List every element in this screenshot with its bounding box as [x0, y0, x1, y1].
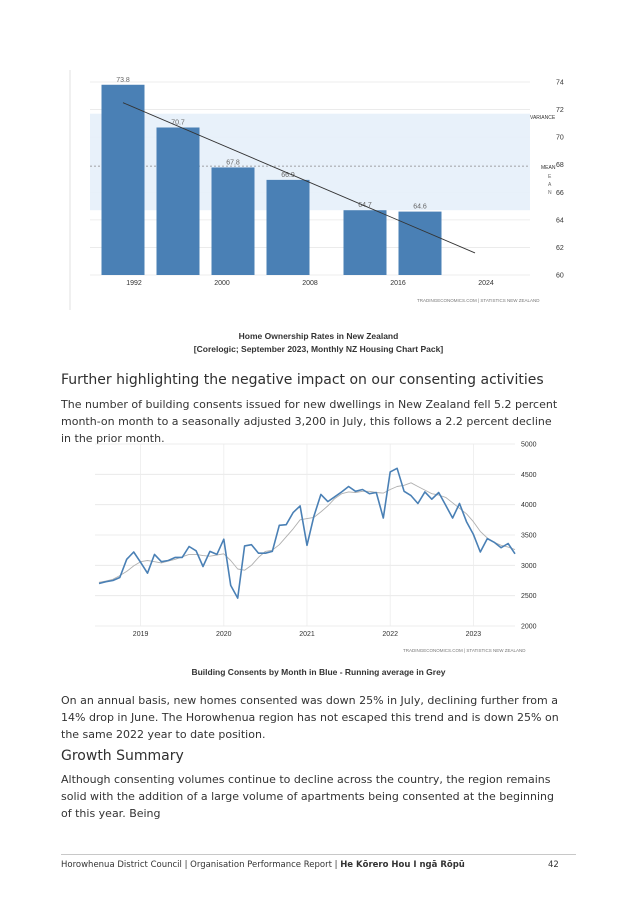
y-tick-label: 66	[556, 190, 564, 197]
y-tick-label: 62	[556, 245, 564, 252]
chart1-caption-source: [Corelogic; September 2023, Monthly NZ H…	[193, 344, 444, 354]
paragraph-growth-summary: Although consenting volumes continue to …	[61, 773, 554, 820]
x-tick-label: 2020	[216, 631, 232, 638]
x-tick-label: 2021	[299, 631, 315, 638]
y-tick-label: 64	[556, 217, 564, 224]
consents-series-line	[98, 467, 516, 599]
trend-line	[122, 102, 476, 254]
footer-text: Horowhenua District Council | Organisati…	[61, 860, 341, 870]
y-tick-label: 68	[556, 162, 564, 169]
bar	[101, 84, 145, 275]
section-heading-growth-summary: Growth Summary	[61, 748, 184, 764]
y-tick-label: 2500	[521, 593, 537, 600]
chart-source: TRADINGECONOMICS.COM | STATISTICS NEW ZE…	[403, 648, 526, 653]
chart-source: TRADINGECONOMICS.COM | STATISTICS NEW ZE…	[417, 298, 540, 303]
x-tick-label: 2022	[382, 631, 398, 638]
paragraph-consents-intro: The number of building consents issued f…	[61, 398, 558, 445]
x-tick-label: 2019	[133, 631, 149, 638]
chart2-caption: Building Consents by Month in Blue - Run…	[191, 667, 446, 677]
y-tick-label: 4000	[521, 502, 537, 509]
bar-value-label: 73.8	[116, 77, 130, 84]
variance-band	[90, 113, 530, 211]
page-footer: Horowhenua District Council | Organisati…	[61, 860, 465, 870]
building-consents-chart: 5000 4500 4000 3500 3000 2500 2000 2019 2020 202…	[95, 442, 537, 653]
section-heading-consenting: Further highlighting the negative impact…	[61, 372, 544, 388]
x-tick-label: 2016	[390, 280, 406, 287]
y-tick-label: 60	[556, 273, 564, 280]
y-tick-label: 2000	[521, 624, 537, 631]
x-tick-label: 2023	[466, 631, 482, 638]
y-tick-label: 4500	[521, 472, 537, 479]
mean-letter-a: A	[548, 182, 552, 188]
y-tick-label: 72	[556, 107, 564, 114]
paragraph-annual-basis: On an annual basis, new homes consented …	[61, 694, 559, 741]
bar	[156, 127, 200, 275]
page-number: 42	[548, 860, 559, 870]
bar	[343, 210, 387, 275]
x-tick-label: 2008	[302, 280, 318, 287]
variance-annotation: VARIANCE	[530, 115, 556, 121]
bar-value-label: 64.6	[413, 204, 427, 211]
x-tick-label: 2024	[478, 280, 494, 287]
bar	[398, 211, 442, 275]
home-ownership-chart: 73.870.767.866.964.764.6 747270686664626…	[69, 70, 564, 310]
bar-value-label: 70.7	[171, 119, 185, 126]
x-tick-label: 1992	[126, 280, 142, 287]
bar	[266, 179, 310, 275]
mean-letter-e: E	[548, 174, 552, 180]
y-tick-label: 70	[556, 135, 564, 142]
mean-letter-n: N	[548, 190, 552, 196]
y-tick-label: 5000	[521, 442, 537, 449]
y-tick-label: 3500	[521, 533, 537, 540]
footer-divider	[61, 854, 576, 855]
chart1-caption-title: Home Ownership Rates in New Zealand	[238, 331, 399, 341]
y-tick-label: 3000	[521, 563, 537, 570]
bar	[211, 167, 255, 275]
bar-value-label: 67.8	[226, 159, 240, 166]
y-tick-label: 74	[556, 80, 564, 87]
bar-value-label: 66.9	[281, 172, 295, 179]
mean-annotation: MEAN	[541, 165, 556, 171]
footer-bold-text: He Kōrero Hou I ngā Rōpū	[340, 860, 465, 870]
x-tick-label: 2000	[214, 280, 230, 287]
